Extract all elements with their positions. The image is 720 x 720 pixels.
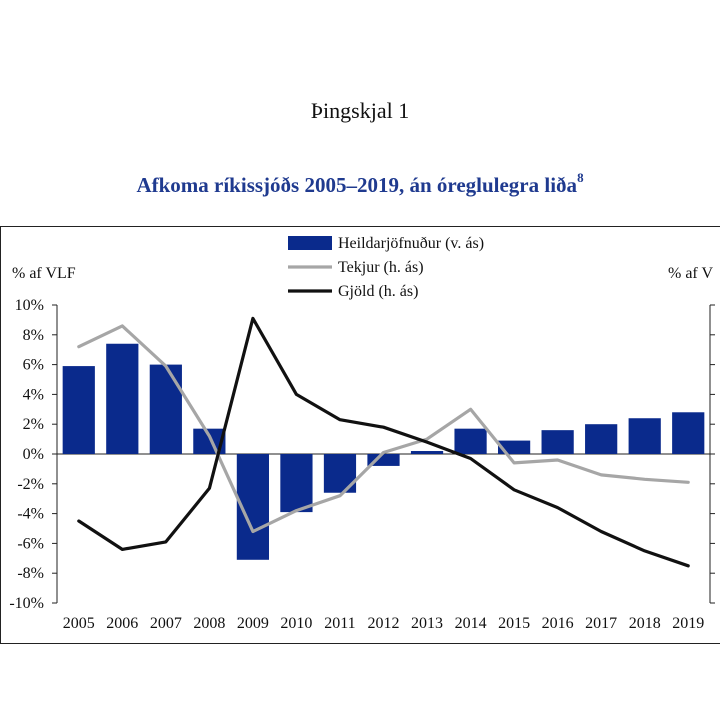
x-tick-label: 2018: [629, 615, 661, 632]
bar-2017: [585, 424, 618, 454]
document-header: Þingskjal 1: [310, 98, 410, 123]
y-tick-label: 4%: [23, 386, 44, 403]
y-tick-label: 2%: [23, 416, 44, 433]
bar-2018: [628, 418, 661, 454]
y-tick-label: -10%: [9, 595, 44, 612]
y-tick-label: -6%: [17, 535, 44, 552]
x-tick-label: 2016: [542, 615, 574, 632]
line-series-gjld: [77, 316, 690, 568]
y-axis-label-right: % af V: [668, 265, 713, 282]
line-series-tekjur: [77, 324, 690, 534]
bar-2016: [541, 430, 574, 454]
legend-swatch-bar: [288, 236, 332, 250]
y-tick-label: 10%: [15, 297, 44, 314]
y-tick-label: -4%: [17, 506, 44, 523]
bar-2011: [323, 454, 357, 493]
x-tick-label: 2007: [150, 615, 182, 632]
x-tick-label: 2006: [106, 615, 138, 632]
bar-2007: [149, 364, 182, 454]
bar-2012: [367, 454, 400, 466]
bar-2005: [62, 366, 95, 454]
x-tick-label: 2013: [411, 615, 443, 632]
chart-title: Afkoma ríkissjóðs 2005–2019, án óreglule…: [0, 170, 720, 198]
x-tick-label: 2011: [324, 615, 355, 632]
x-tick-label: 2017: [585, 615, 617, 632]
x-tick-label: 2010: [280, 615, 312, 632]
legend-label: Tekjur (h. ás): [338, 259, 424, 276]
x-tick-label: 2008: [193, 615, 225, 632]
x-tick-label: 2015: [498, 615, 530, 632]
x-tick-label: 2012: [368, 615, 400, 632]
x-tick-label: 2009: [237, 615, 269, 632]
y-tick-label: 8%: [23, 327, 44, 344]
chart-title-text: Afkoma ríkissjóðs 2005–2019, án óreglule…: [136, 173, 578, 197]
y-tick-label: -8%: [17, 565, 44, 582]
x-tick-label: 2014: [455, 615, 487, 632]
y-tick-label: 6%: [23, 357, 44, 374]
bar-2013: [410, 451, 444, 454]
y-tick-label: -2%: [17, 476, 44, 493]
legend-label: Heildarjöfnuður (v. ás): [338, 235, 484, 252]
bar-2014: [454, 428, 487, 454]
bar-2010: [280, 454, 313, 513]
chart-frame: [0, 226, 720, 644]
y-axis-label-left: % af VLF: [12, 265, 76, 282]
x-tick-label: 2019: [672, 615, 704, 632]
bar-2006: [106, 343, 139, 454]
x-tick-label: 2005: [63, 615, 95, 632]
title-footnote: 8: [577, 170, 584, 185]
bar-2019: [672, 412, 705, 454]
legend-label: Gjöld (h. ás): [338, 283, 418, 300]
y-tick-label: 0%: [23, 446, 44, 463]
